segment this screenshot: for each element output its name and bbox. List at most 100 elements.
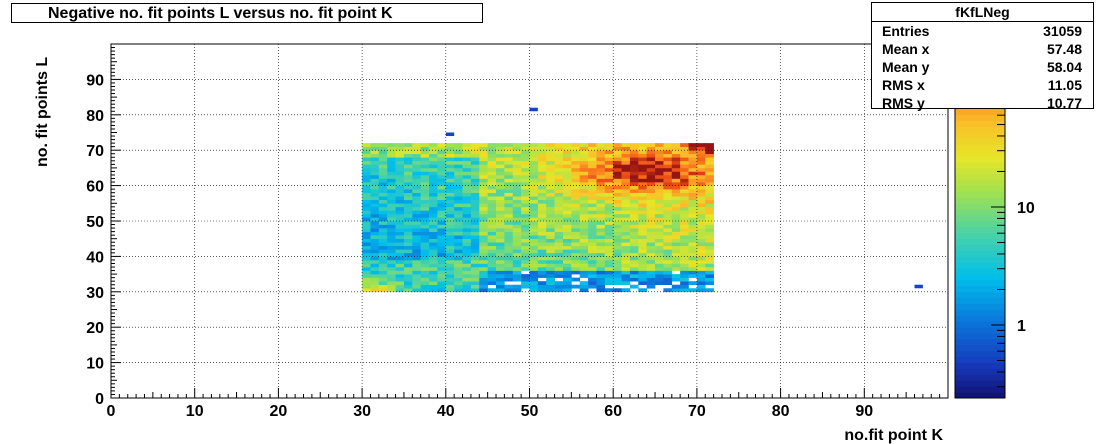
heatmap-cell [655, 274, 664, 278]
heatmap-cell [671, 192, 681, 197]
heatmap-cell [470, 146, 480, 151]
heatmap-cell [362, 206, 371, 211]
heatmap-cell [579, 157, 589, 162]
heatmap-cell [479, 171, 488, 176]
heatmap-cell [680, 153, 689, 158]
heatmap-cell [588, 210, 597, 215]
heatmap-cell [521, 206, 530, 211]
heatmap-cell [420, 146, 430, 151]
heatmap-cell [420, 274, 430, 278]
heatmap-cell [646, 153, 656, 158]
heatmap-cell [696, 263, 706, 268]
palette-label-10: 10 [1017, 200, 1035, 217]
heatmap-cell [596, 178, 606, 183]
heatmap-cell [680, 196, 689, 201]
heatmap-cell [646, 150, 656, 155]
heatmap-cell [680, 143, 689, 147]
heatmap-cell [445, 270, 455, 275]
heatmap-cell [403, 210, 413, 215]
heatmap-cell [680, 178, 689, 183]
heatmap-cell [705, 210, 714, 215]
heatmap-cell [705, 245, 714, 250]
palette-band [955, 203, 1005, 210]
heatmap-cell [362, 217, 371, 222]
heatmap-cell [646, 228, 656, 232]
heatmap-cell [663, 210, 673, 215]
heatmap-cell [429, 196, 438, 201]
heatmap-cell [655, 157, 664, 162]
heatmap-cell [496, 252, 505, 257]
heatmap-cell [387, 228, 396, 232]
heatmap-cell [638, 189, 647, 193]
heatmap-cell [403, 192, 413, 197]
heatmap-cell [596, 213, 606, 218]
heatmap-cell [445, 196, 455, 201]
heatmap-cell [629, 150, 639, 155]
heatmap-cell [429, 150, 438, 155]
heatmap-cell [437, 185, 447, 190]
heatmap-cell [504, 217, 514, 222]
palette-band [955, 274, 1005, 281]
heatmap-cell [412, 277, 421, 282]
heatmap-cell [629, 203, 639, 208]
heatmap-cell [521, 277, 530, 282]
heatmap-cell [655, 178, 664, 183]
heatmap-cell [504, 171, 514, 176]
heatmap-cell [462, 182, 472, 186]
heatmap-cell [588, 174, 597, 179]
heatmap-cell [546, 267, 555, 271]
heatmap-cell [378, 153, 388, 158]
heatmap-cell [562, 217, 572, 222]
heatmap-cell [504, 150, 514, 155]
heatmap-cell [680, 238, 689, 243]
heatmap-cell [705, 174, 714, 179]
heatmap-cell [562, 146, 572, 151]
heatmap-cell [537, 249, 547, 254]
heatmap-cell [655, 270, 664, 275]
heatmap-cell [529, 206, 539, 211]
heatmap-cell [420, 178, 430, 183]
stats-box: fKfLNeg Entries 31059 Mean x 57.48 Mean … [871, 2, 1094, 111]
heatmap-cell [403, 235, 413, 239]
heatmap-cell [454, 245, 463, 250]
heatmap-cell [663, 164, 673, 169]
heatmap-cell [688, 224, 698, 229]
heatmap-cell [529, 221, 539, 225]
heatmap-cell [362, 203, 371, 208]
heatmap-cell [621, 242, 631, 247]
heatmap-cell [521, 221, 530, 225]
heatmap-cell [588, 164, 597, 169]
x-tick-label: 60 [604, 403, 622, 420]
stats-value: 11.05 [1047, 77, 1082, 93]
heatmap-cell [680, 146, 689, 151]
heatmap-cell [437, 192, 447, 197]
heatmap-cell [437, 274, 447, 278]
heatmap-cell [462, 143, 472, 147]
heatmap-cell [696, 182, 706, 186]
heatmap-cell [546, 249, 555, 254]
heatmap-cell [445, 274, 455, 278]
heatmap-cell [604, 256, 614, 261]
heatmap-cell [579, 274, 589, 278]
heatmap-cell [420, 174, 430, 179]
heatmap-cell [579, 284, 589, 289]
heatmap-cell [521, 281, 530, 286]
heatmap-cell [663, 235, 673, 239]
heatmap-cell [680, 182, 689, 186]
heatmap-cell [445, 182, 455, 186]
heatmap-cell [429, 221, 438, 225]
y-tick-label: 0 [95, 391, 104, 408]
heatmap-cell [412, 203, 421, 208]
heatmap-cell [470, 203, 480, 208]
heatmap-cell [412, 274, 421, 278]
heatmap-cell [579, 199, 589, 204]
x-tick-labels: 0 10 20 30 40 50 60 70 80 90 [107, 403, 874, 420]
heatmap-cell [680, 277, 689, 282]
heatmap-cell [562, 196, 572, 201]
heatmap-cell [521, 143, 530, 147]
heatmap-cell [621, 238, 631, 243]
heatmap-cell [663, 150, 673, 155]
heatmap-cell [579, 249, 589, 254]
heatmap-cell [387, 263, 396, 268]
stats-row-mean-y: Mean y 58.04 [882, 58, 1082, 76]
